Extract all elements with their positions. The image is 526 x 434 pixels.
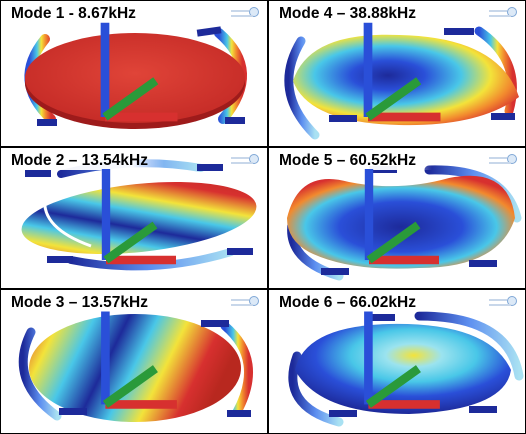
software-logo-icon [489,7,517,21]
software-logo-icon [489,296,517,310]
axis-triad-icon [101,311,177,409]
mode-3-title: Mode 3 – 13.57kHz [9,294,164,312]
axis-triad-icon [100,22,178,122]
mode-4-panel: Mode 4 – 38.88kHz [269,1,525,146]
mode-2-panel: Mode 2 – 13.54kHz [1,148,267,288]
software-logo-icon [231,154,259,168]
mode-5-panel: Mode 5 – 60.52kHz [269,148,525,288]
mode-4-illustration [284,26,519,140]
software-logo-icon [231,296,259,310]
mode-2-title: Mode 2 – 13.54kHz [9,152,164,170]
mode-1-panel: Mode 1 - 8.67kHz [1,1,267,146]
mode-3-panel: Mode 3 – 13.57kHz [1,290,267,433]
mode-1-title: Mode 1 - 8.67kHz [9,5,152,23]
mode-6-panel: Mode 6 – 66.02kHz [269,290,525,433]
mode-5-title: Mode 5 – 60.52kHz [277,152,432,170]
mode-4-title: Mode 4 – 38.88kHz [277,5,432,23]
axis-triad-icon [101,169,176,265]
axis-triad-icon [364,311,440,409]
mode-6-title: Mode 6 – 66.02kHz [277,294,432,312]
software-logo-icon [489,154,517,168]
mode-6-illustration [288,311,524,427]
mode-3-illustration [18,314,253,422]
axis-triad-icon [364,169,439,265]
mode-1-illustration [24,26,248,129]
mode-2-illustration [21,159,257,271]
software-logo-icon [231,7,259,21]
axis-triad-icon [363,22,441,122]
